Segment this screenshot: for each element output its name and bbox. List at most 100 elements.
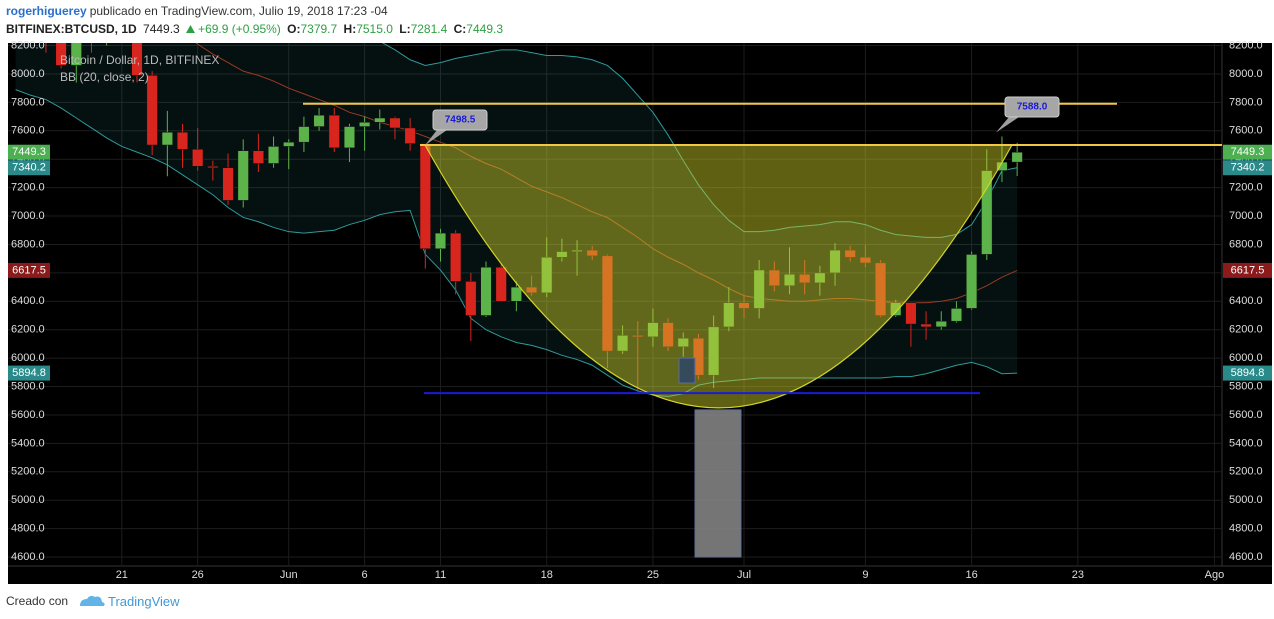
change: +69.9 (+0.95%) <box>198 22 281 36</box>
candle-body <box>950 308 962 322</box>
candle-body <box>617 335 629 352</box>
bollinger-basis <box>195 43 1018 304</box>
callout-box <box>1004 96 1060 118</box>
candle-body <box>465 281 477 316</box>
price-tag-label: 5894.8 <box>1231 367 1265 379</box>
box-drawing <box>678 357 696 384</box>
user[interactable]: rogerhiguerey <box>6 4 87 18</box>
y-tick-label: 4600.0 <box>11 551 45 563</box>
candle-body <box>966 254 978 309</box>
candle-body <box>556 251 568 258</box>
candle-body <box>389 117 401 129</box>
candle-body <box>495 266 507 302</box>
candle-body <box>510 286 522 302</box>
ohlc-label: O: <box>287 22 301 36</box>
candle-body <box>328 114 340 149</box>
x-tick-label: 9 <box>862 569 868 581</box>
ohlc-label: L: <box>399 22 411 36</box>
y-tick-label: 5600.0 <box>1229 409 1263 421</box>
candle-body <box>404 127 416 144</box>
symbol-line: BITFINEX:BTCUSD, 1D 7449.3 +69.9 (+0.95%… <box>6 22 506 36</box>
candle-body <box>859 257 871 264</box>
cup-pattern <box>423 144 1014 409</box>
y-tick-label: 7000.0 <box>11 210 45 222</box>
symbol: BITFINEX:BTCUSD, 1D <box>6 22 137 36</box>
candle-body <box>662 322 674 348</box>
candle-body <box>890 302 902 316</box>
candle-body <box>176 131 189 150</box>
price-tag <box>1223 365 1272 381</box>
candle-body <box>1011 151 1023 163</box>
bollinger-lower <box>15 89 1018 398</box>
x-tick-label: Jun <box>280 569 298 581</box>
candle-body <box>419 143 431 249</box>
price-tag-label: 7449.3 <box>1231 146 1265 158</box>
x-tick-label: 23 <box>1072 569 1084 581</box>
x-tick-label: 25 <box>647 569 659 581</box>
candle-body <box>343 126 355 149</box>
callout-label: 7588.0 <box>1017 102 1048 113</box>
price-tag-label: 7340.2 <box>12 162 46 174</box>
candle-body <box>70 43 82 66</box>
candle-body <box>359 122 371 127</box>
price-tag <box>1223 262 1272 278</box>
ohlc-label: H: <box>343 22 357 36</box>
callout-pointer <box>425 130 447 146</box>
header-line: rogerhiguerey publicado en TradingView.co… <box>6 4 391 18</box>
candle-body <box>905 302 917 325</box>
candle-body <box>692 337 705 376</box>
y-tick-label: 5400.0 <box>11 437 45 449</box>
candle-body <box>434 232 447 249</box>
y-tick-label: 4800.0 <box>1229 523 1263 535</box>
candle-body <box>161 131 173 146</box>
y-tick-label: 6400.0 <box>11 295 45 307</box>
candle-body <box>374 117 386 123</box>
candle-body <box>55 43 67 66</box>
candle-body <box>783 274 796 286</box>
y-tick-label: 7000.0 <box>1229 210 1263 222</box>
price-tag <box>1223 144 1272 160</box>
ohlc-value: 7449.3 <box>466 22 503 36</box>
candle-body <box>571 249 583 252</box>
published: publicado en TradingView.com, Julio 19, … <box>89 4 388 18</box>
candle-body <box>875 262 887 316</box>
y-tick-label: 6200.0 <box>11 324 45 336</box>
candle-body <box>131 43 143 76</box>
candle-body <box>298 126 310 143</box>
price-tag-label: 7449.3 <box>12 146 46 158</box>
y-tick-label: 7800.0 <box>11 96 45 108</box>
callout-label: 7498.5 <box>445 115 476 126</box>
y-tick-label: 7600.0 <box>11 125 45 137</box>
footer-logo <box>80 595 105 606</box>
y-tick-label: 7800.0 <box>1229 96 1263 108</box>
candle-body <box>738 302 750 309</box>
price-tag <box>8 365 50 381</box>
x-tick-label: 26 <box>192 569 204 581</box>
y-tick-label: 8000.0 <box>11 68 45 80</box>
candle-body <box>799 274 811 284</box>
y-tick-label: 5200.0 <box>11 466 45 478</box>
callout-pointer <box>996 117 1019 133</box>
candle-body <box>207 166 219 168</box>
x-tick-label: Jul <box>737 569 751 581</box>
candle-body <box>86 40 97 41</box>
callout-box <box>432 109 488 131</box>
price-tag <box>1223 160 1272 176</box>
ohlc-value: 7379.7 <box>300 22 338 36</box>
indicator-label: BB (20, close, 2) <box>60 70 149 84</box>
candle-body <box>753 269 765 309</box>
last-price: 7449.3 <box>143 22 180 36</box>
candle-body <box>647 322 659 338</box>
candle-body <box>708 326 720 376</box>
y-tick-label: 5000.0 <box>1229 494 1263 506</box>
price-tag <box>8 160 50 176</box>
y-tick-label: 5800.0 <box>1229 380 1263 392</box>
candle-body <box>146 75 158 146</box>
y-tick-label: 7200.0 <box>1229 182 1263 194</box>
candle-body <box>525 286 538 294</box>
y-tick-label: 6000.0 <box>1229 352 1263 364</box>
footer-brand[interactable]: TradingView <box>108 594 180 609</box>
candle-body <box>192 149 204 167</box>
candle-body <box>541 257 553 294</box>
